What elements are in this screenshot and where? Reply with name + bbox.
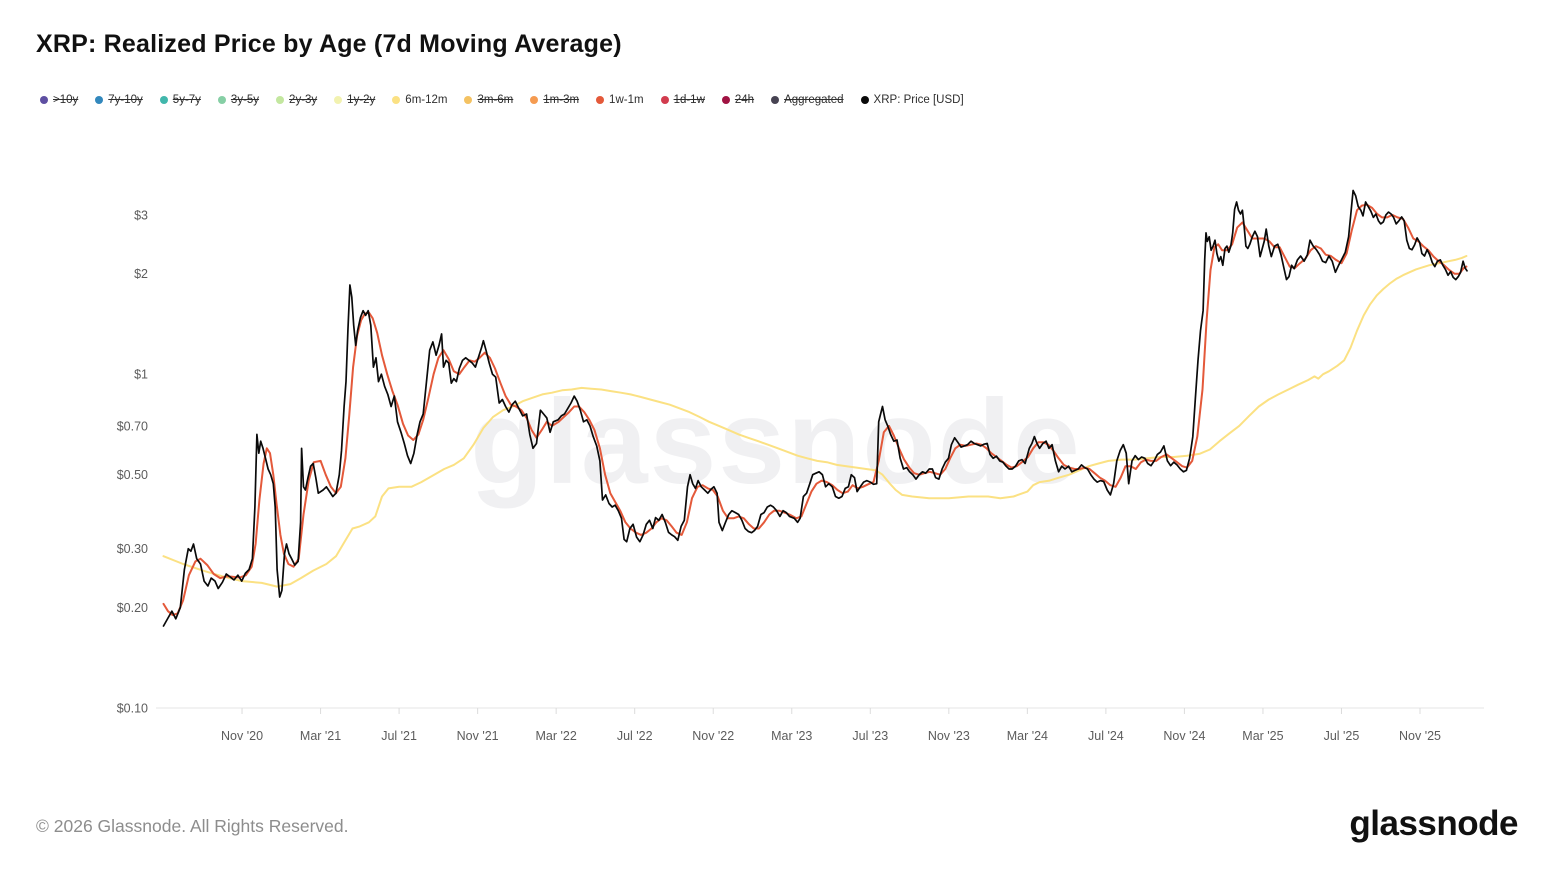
y-tick-label: $0.10	[117, 702, 148, 716]
legend-item-1w-1m[interactable]: 1w-1m	[596, 94, 644, 106]
x-tick-label: Nov '22	[692, 729, 734, 743]
x-tick-label: Nov '21	[457, 729, 499, 743]
legend-dot-24h	[721, 96, 730, 104]
series-line-1w-1m	[162, 203, 1468, 616]
legend-item-24h[interactable]: 24h	[721, 94, 755, 106]
legend-dot-aggregated	[771, 96, 780, 104]
page-title: XRP: Realized Price by Age (7d Moving Av…	[36, 30, 622, 58]
x-tick-label: Jul '21	[381, 729, 417, 743]
y-tick-label: $1	[134, 368, 148, 382]
legend-dot-5y-7y	[159, 96, 168, 104]
legend: >10y 7y-10y 5y-7y 3y-5y 2y-3y 1y-2y 6m-12m 3m-6…	[40, 94, 964, 106]
glassnode-logo: glassnode	[1349, 804, 1518, 843]
x-tick-label: Jul '24	[1088, 729, 1124, 743]
y-tick-label: $0.70	[117, 419, 148, 433]
legend-dot-2y-3y	[276, 96, 285, 104]
x-tick-label: Jul '22	[617, 729, 653, 743]
legend-item-gt10y[interactable]: >10y	[40, 94, 78, 106]
legend-label: 3m-6m	[477, 94, 514, 106]
legend-item-1m-3m[interactable]: 1m-3m	[530, 94, 579, 106]
legend-label: 3y-5y	[230, 94, 260, 106]
legend-label: >10y	[53, 94, 79, 106]
legend-dot-3m-6m	[464, 96, 473, 104]
legend-label: XRP: Price [USD]	[873, 94, 964, 106]
legend-item-6m-12m[interactable]: 6m-12m	[392, 94, 447, 106]
legend-label: 1y-2y	[347, 94, 376, 106]
legend-label: 1d-1w	[673, 94, 705, 106]
y-tick-label: $0.30	[117, 542, 148, 556]
y-tick-label: $2	[134, 267, 148, 281]
x-tick-label: Jul '23	[852, 729, 888, 743]
series-line-xrp-price-usd-	[162, 189, 1468, 627]
glassnode-watermark: glassnode	[470, 375, 1082, 509]
legend-label: 24h	[734, 94, 755, 106]
copyright-text: © 2026 Glassnode. All Rights Reserved.	[36, 816, 349, 836]
legend-dot-gt10y	[40, 96, 48, 104]
legend-dot-1w-1m	[596, 96, 605, 104]
legend-dot-1m-3m	[530, 96, 539, 104]
y-tick-label: $0.20	[117, 601, 148, 615]
x-tick-label: Nov '25	[1399, 729, 1441, 743]
legend-dot-1y-2y	[334, 96, 343, 104]
legend-item-5y-7y[interactable]: 5y-7y	[159, 94, 201, 106]
legend-item-1y-2y[interactable]: 1y-2y	[334, 94, 375, 106]
legend-label: 7y-10y	[108, 94, 143, 106]
x-tick-label: Mar '24	[1007, 729, 1048, 743]
series-line-6m-12m	[162, 255, 1468, 588]
x-tick-label: Mar '25	[1242, 729, 1283, 743]
x-tick-label: Mar '23	[771, 729, 812, 743]
legend-item-aggregated[interactable]: Aggregated	[771, 94, 844, 106]
x-tick-label: Mar '21	[300, 729, 341, 743]
x-tick-label: Nov '23	[928, 729, 970, 743]
legend-dot-1d-1w	[660, 96, 669, 104]
legend-item-7y-10y[interactable]: 7y-10y	[95, 94, 143, 106]
legend-item-3m-6m[interactable]: 3m-6m	[464, 94, 513, 106]
legend-item-1d-1w[interactable]: 1d-1w	[660, 94, 705, 106]
x-tick-label: Nov '20	[221, 729, 263, 743]
legend-dot-3y-5y	[217, 96, 226, 104]
y-tick-label: $0.50	[117, 468, 148, 482]
legend-label: 2y-3y	[289, 94, 318, 106]
legend-label: 5y-7y	[172, 94, 201, 106]
x-tick-label: Nov '24	[1163, 729, 1205, 743]
legend-dot-7y-10y	[95, 96, 104, 104]
legend-dot-6m-12m	[392, 96, 401, 104]
legend-label: Aggregated	[784, 94, 844, 106]
legend-item-3y-5y[interactable]: 3y-5y	[217, 94, 260, 106]
y-tick-label: $3	[134, 208, 148, 222]
legend-label: 6m-12m	[405, 94, 448, 106]
legend-label: 1w-1m	[609, 94, 644, 106]
legend-item-xrp-price[interactable]: XRP: Price [USD]	[860, 94, 964, 106]
legend-item-2y-3y[interactable]: 2y-3y	[276, 94, 317, 106]
legend-label: 1m-3m	[543, 94, 580, 106]
x-tick-label: Jul '25	[1324, 729, 1360, 743]
x-tick-label: Mar '22	[536, 729, 577, 743]
legend-dot-xrp-price	[860, 96, 869, 104]
